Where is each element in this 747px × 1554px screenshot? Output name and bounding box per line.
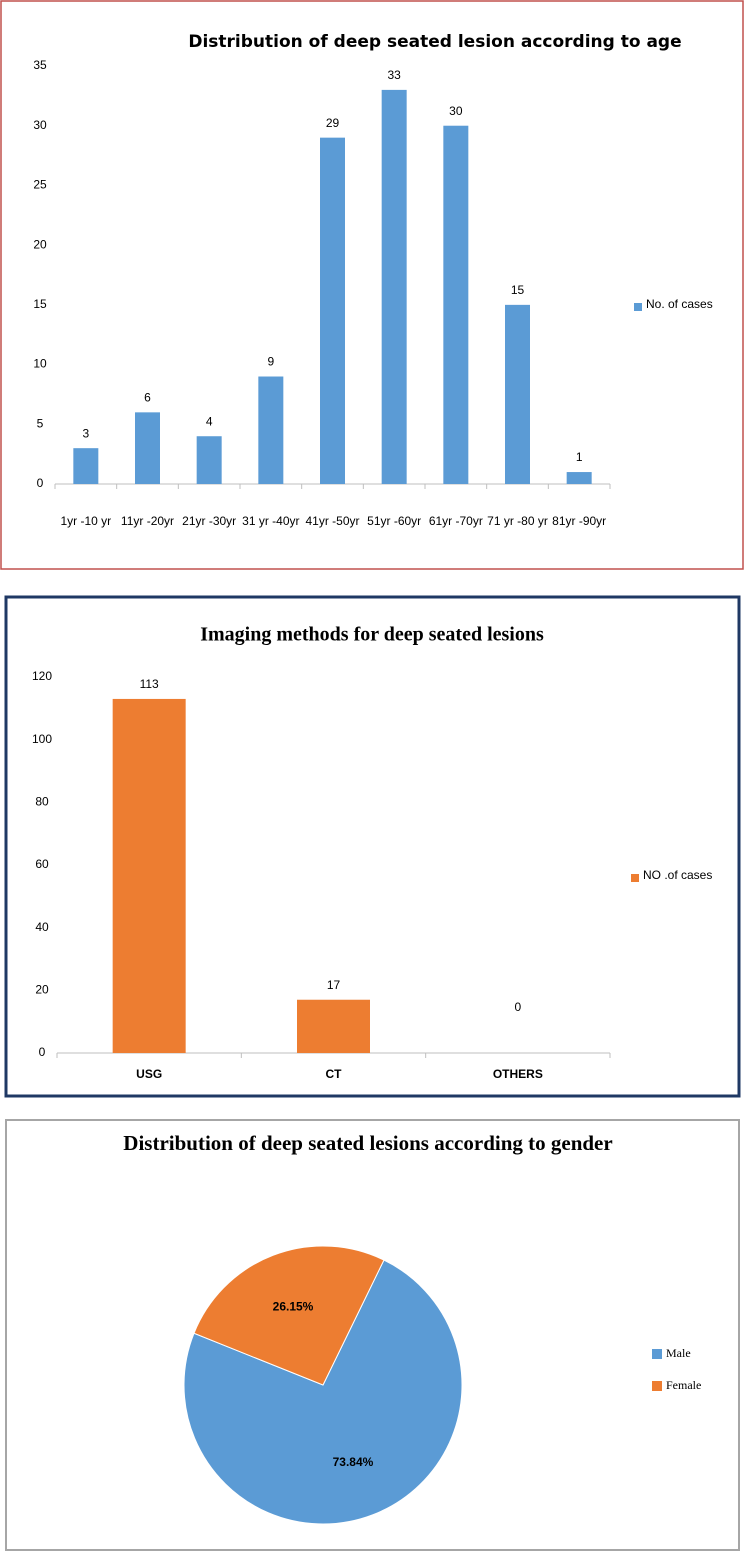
- bar: [566, 472, 592, 484]
- y-tick-label: 15: [33, 297, 47, 311]
- y-tick-label: 20: [35, 983, 49, 997]
- bar: [135, 412, 160, 484]
- frame: [0, 0, 744, 570]
- data-label: 6: [144, 391, 151, 405]
- chart-title: Distribution of deep seated lesion accor…: [188, 32, 681, 52]
- x-tick-label: 61yr -70yr: [429, 514, 483, 528]
- x-tick-label: USG: [136, 1067, 162, 1081]
- bar: [73, 448, 99, 484]
- legend-label: Female: [666, 1378, 701, 1392]
- data-label: 1: [576, 450, 583, 464]
- data-label: 33: [387, 68, 401, 82]
- x-tick-label: 51yr -60yr: [367, 514, 421, 528]
- bar: [505, 304, 530, 484]
- legend-label: Male: [666, 1346, 691, 1360]
- data-label: 17: [327, 978, 341, 992]
- y-tick-label: 100: [32, 732, 52, 746]
- x-tick-label: OTHERS: [493, 1067, 543, 1081]
- bar: [381, 89, 407, 484]
- y-tick-label: 30: [33, 118, 47, 132]
- data-label: 4: [206, 414, 213, 428]
- x-tick-label: 41yr -50yr: [305, 514, 359, 528]
- y-tick-label: 120: [32, 669, 52, 683]
- legend-swatch: [631, 874, 639, 882]
- y-tick-label: 40: [35, 920, 49, 934]
- legend-swatch: [652, 1349, 662, 1359]
- bar: [443, 125, 469, 484]
- legend-label: NO .of cases: [643, 868, 712, 882]
- y-tick-label: 0: [37, 476, 44, 490]
- x-tick-label: 31 yr -40yr: [242, 514, 299, 528]
- data-label: 29: [326, 116, 340, 130]
- legend-label: No. of cases: [646, 297, 713, 311]
- data-label: 113: [140, 677, 159, 691]
- legend-swatch: [634, 303, 642, 311]
- y-tick-label: 5: [37, 416, 44, 430]
- pie-slice: [183, 1259, 463, 1525]
- y-tick-label: 0: [39, 1045, 46, 1059]
- x-tick-label: CT: [326, 1067, 343, 1081]
- bar: [196, 436, 222, 484]
- data-label: 26.15%: [273, 1299, 314, 1313]
- bar: [297, 999, 370, 1053]
- bar: [112, 698, 186, 1053]
- y-tick-label: 80: [35, 795, 49, 809]
- x-tick-label: 1yr -10 yr: [60, 514, 111, 528]
- data-label: 3: [82, 426, 89, 440]
- data-label: 30: [449, 104, 463, 118]
- y-tick-label: 60: [35, 857, 49, 871]
- y-tick-label: 20: [33, 237, 47, 251]
- y-tick-label: 10: [33, 357, 47, 371]
- data-label: 15: [511, 283, 525, 297]
- chart-title: Imaging methods for deep seated lesions: [200, 624, 544, 646]
- legend-swatch: [652, 1381, 662, 1391]
- x-tick-label: 11yr -20yr: [121, 514, 174, 528]
- bar: [320, 137, 345, 484]
- x-tick-label: 81yr -90yr: [552, 514, 606, 528]
- pie-slice: [193, 1245, 385, 1386]
- data-label: 73.84%: [333, 1455, 374, 1469]
- x-tick-label: 71 yr -80 yr: [487, 514, 548, 528]
- y-tick-label: 25: [33, 178, 47, 192]
- x-tick-label: 21yr -30yr: [182, 514, 236, 528]
- y-tick-label: 35: [33, 58, 47, 72]
- data-label: 0: [514, 1000, 521, 1014]
- data-label: 9: [267, 355, 274, 369]
- chart-title: Distribution of deep seated lesions acco…: [123, 1131, 612, 1155]
- bar: [258, 376, 284, 484]
